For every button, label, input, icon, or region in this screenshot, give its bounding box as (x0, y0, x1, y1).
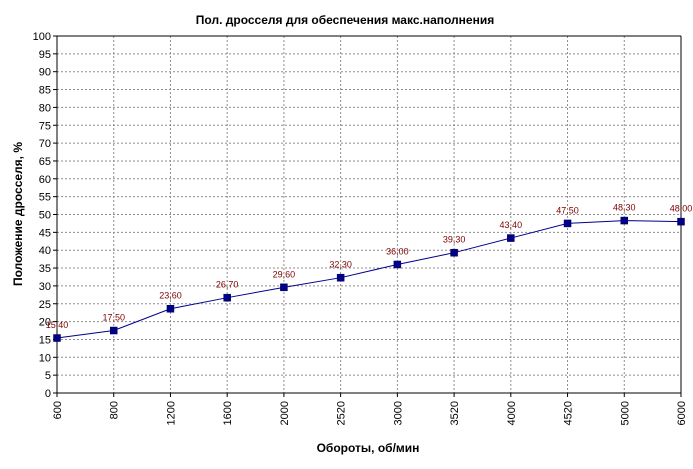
x-tick-label: 800 (109, 401, 121, 419)
y-tick-label: 60 (39, 174, 51, 186)
y-tick-label: 25 (39, 299, 51, 311)
y-tick-label: 70 (39, 138, 51, 150)
data-label: 17,50 (102, 313, 125, 323)
y-tick-label: 95 (39, 49, 51, 61)
y-tick-label: 0 (45, 388, 51, 400)
y-tick-label: 85 (39, 85, 51, 97)
data-labels: 15,40 17,50 23,60 26,70 29,60 32,30 36,00 39,30… (46, 203, 693, 330)
x-tick-label: 3520 (449, 401, 461, 425)
x-tick-label: 4520 (563, 401, 575, 425)
data-label: 26,70 (216, 280, 239, 290)
data-point (280, 283, 288, 292)
data-label: 29,60 (273, 269, 296, 279)
x-tick-label: 5000 (619, 401, 631, 425)
data-label: 39,30 (443, 235, 466, 245)
y-tick-label: 50 (39, 210, 51, 222)
data-label: 43,40 (500, 220, 523, 230)
y-tick-label: 40 (39, 245, 51, 257)
tick-labels: 0 5 10 15 20 25 30 35 40 45 50 55 60 65 70 75 80 85 90 95 10… (33, 31, 688, 425)
series (53, 216, 685, 342)
x-tick-label: 4000 (506, 401, 518, 425)
x-tick-label: 2520 (336, 401, 348, 425)
data-point (223, 293, 231, 302)
y-tick-label: 80 (39, 102, 51, 114)
data-point (507, 234, 515, 242)
y-tick-label: 75 (39, 120, 51, 132)
x-axis-title: Обороты, об/мин (317, 441, 420, 455)
data-point (563, 219, 572, 228)
data-label: 15,40 (46, 320, 69, 330)
data-label: 36,00 (386, 246, 409, 256)
data-label: 23,60 (159, 291, 182, 301)
y-tick-label: 30 (39, 281, 51, 293)
series-line (56, 220, 682, 339)
y-tick-label: 35 (39, 263, 51, 275)
chart-title: Пол. дросселя для обеспечения макс.напол… (196, 13, 494, 27)
data-label: 47,50 (556, 205, 579, 215)
data-point (53, 334, 61, 342)
grid (57, 35, 682, 393)
data-point (450, 248, 458, 257)
y-axis-title: Положение дросселя, % (11, 142, 25, 286)
data-point (109, 326, 118, 335)
data-point (336, 273, 345, 282)
x-tick-label: 1200 (165, 401, 177, 425)
y-tick-label: 65 (39, 156, 51, 168)
data-point (677, 217, 685, 226)
x-tick-label: 3000 (392, 401, 404, 425)
data-point (620, 216, 629, 225)
data-point (166, 304, 175, 313)
y-tick-label: 15 (39, 334, 51, 346)
x-tick-label: 600 (52, 401, 64, 419)
x-tick-label: 2000 (279, 401, 291, 425)
y-tick-label: 5 (45, 370, 51, 382)
data-label: 48,30 (613, 203, 636, 213)
y-tick-label: 20 (39, 317, 51, 329)
x-tick-label: 1600 (222, 401, 234, 425)
y-tick-label: 100 (33, 31, 51, 43)
y-tick-label: 45 (39, 227, 51, 239)
x-tick-label: 6000 (676, 401, 688, 425)
y-tick-label: 10 (39, 352, 51, 364)
y-tick-label: 90 (39, 67, 51, 79)
data-point (393, 260, 402, 269)
data-label: 48,00 (670, 204, 693, 214)
y-tick-label: 55 (39, 192, 51, 204)
data-label: 32,30 (329, 260, 352, 270)
axes (53, 35, 682, 397)
